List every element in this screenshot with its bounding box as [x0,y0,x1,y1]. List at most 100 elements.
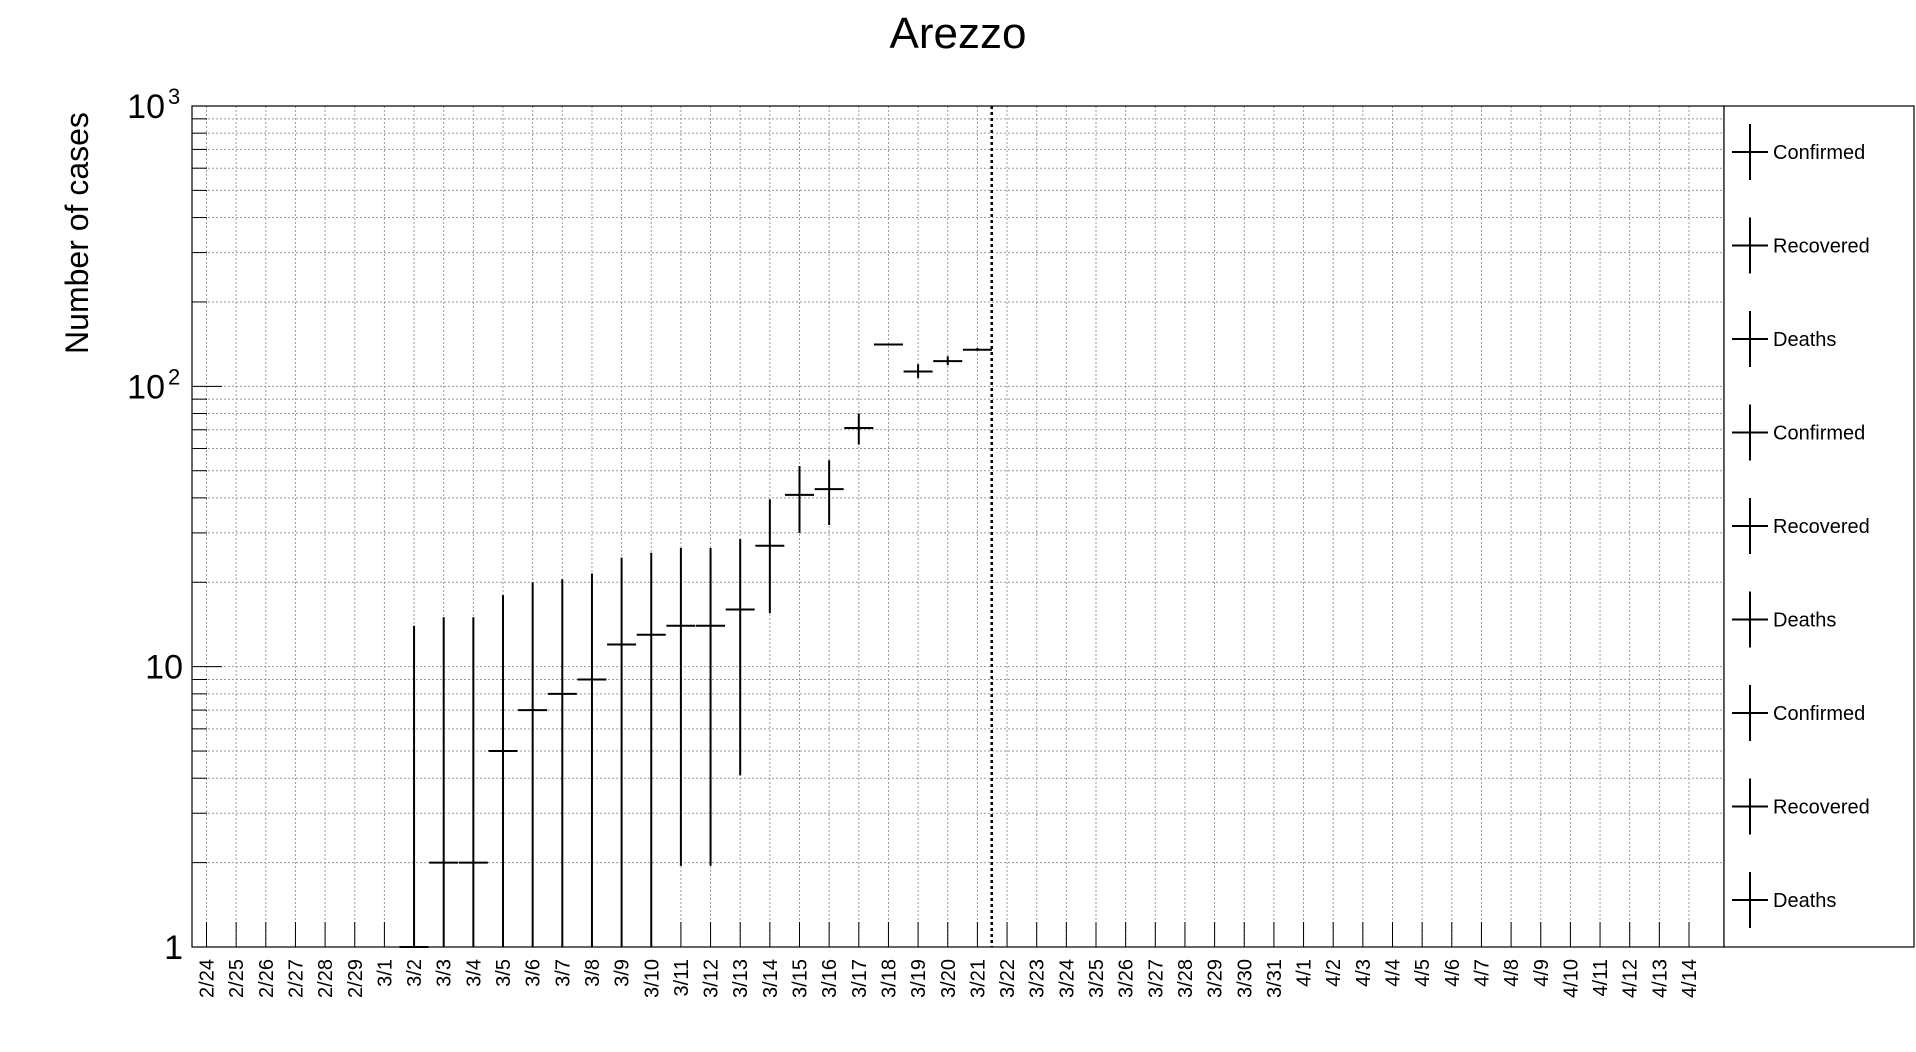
x-tick-label: 3/23 [1027,959,1049,998]
x-tick-label: 2/26 [256,959,278,998]
x-tick-label: 2/27 [285,959,307,998]
legend: Confirmed Recovered Deaths Confirmed Recover… [1732,124,1870,928]
legend-item: Deaths [1732,872,1836,928]
x-tick-label: 3/24 [1056,959,1078,998]
x-tick-label: 4/11 [1590,959,1612,996]
x-tick-label: 3/27 [1145,959,1167,998]
x-tick-label: 3/1 [374,959,396,987]
x-tick-label: 3/4 [463,959,485,987]
data-point [666,548,696,866]
x-tick-label: 4/8 [1501,959,1523,987]
data-point [933,356,963,366]
legend-item: Confirmed [1732,404,1865,461]
legend-label: Recovered [1773,236,1870,258]
x-tick-label: 3/30 [1234,959,1256,998]
x-tick-label: 3/29 [1205,959,1227,998]
x-axis: 2/24 2/25 2/26 2/27 2/28 2/29 3/1 3/2 3/3 3/4 3/5 3… [197,922,1701,998]
x-tick-label: 3/14 [760,959,782,998]
x-tick-label: 4/9 [1531,959,1553,987]
data-point [696,548,726,866]
x-tick-label: 3/31 [1264,959,1286,998]
x-tick-label: 2/25 [226,959,248,998]
y-tick-label: 1 [164,929,183,967]
x-tick-label: 3/3 [434,959,456,987]
x-tick-label: 4/14 [1679,959,1701,998]
legend-item: Deaths [1732,311,1836,367]
x-tick-label: 3/28 [1175,959,1197,998]
legend-item: Recovered [1732,778,1870,835]
x-tick-label: 3/26 [1116,959,1138,998]
x-tick-label: 2/29 [345,959,367,998]
data-point [755,499,785,614]
grid [192,106,1724,947]
data-point [785,465,814,533]
y-tick-label: 10 [127,88,165,126]
data-point [547,579,577,947]
data-point [488,595,518,947]
y-axis-label: Number of cases [59,112,95,354]
x-tick-label: 3/15 [790,959,812,998]
data-point [429,617,459,947]
data-point [399,625,429,948]
data-marks [399,343,992,948]
data-point [577,573,607,947]
data-point [518,582,548,947]
x-tick-label: 3/7 [552,959,574,987]
x-tick-label: 4/13 [1649,959,1671,998]
x-tick-label: 4/3 [1353,959,1375,987]
x-tick-label: 3/6 [523,959,545,987]
x-tick-label: 3/11 [671,959,693,996]
x-tick-label: 3/18 [878,959,900,998]
x-tick-label: 3/12 [701,959,723,998]
legend-label: Deaths [1773,610,1836,632]
x-tick-label: 3/9 [612,959,634,987]
x-tick-label: 4/10 [1560,959,1582,998]
x-tick-label: 2/28 [315,959,337,998]
legend-label: Confirmed [1773,703,1865,725]
x-tick-label: 3/22 [997,959,1019,998]
legend-label: Deaths [1773,890,1836,912]
y-tick-label-exponent: 2 [168,364,180,389]
x-tick-label: 4/1 [1294,959,1316,987]
legend-item: Deaths [1732,591,1836,648]
data-point [962,348,992,351]
x-tick-label: 3/19 [908,959,930,998]
legend-item: Recovered [1732,498,1870,554]
x-tick-label: 4/5 [1412,959,1434,987]
x-tick-label: 3/16 [819,959,841,998]
x-tick-label: 4/12 [1620,959,1642,998]
chart-title: Arezzo [890,9,1027,58]
x-tick-label: 3/17 [849,959,871,998]
x-tick-label: 3/8 [582,959,604,987]
legend-item: Confirmed [1732,685,1865,741]
legend-label: Confirmed [1773,423,1865,445]
legend-item: Confirmed [1732,124,1865,180]
plot-frame [191,105,1725,948]
y-tick-label: 10 [145,649,183,687]
x-tick-label: 2/24 [197,959,219,998]
data-point [814,460,844,526]
x-tick-label: 3/13 [730,959,752,998]
x-tick-label: 3/10 [641,959,663,998]
x-tick-label: 4/7 [1471,959,1493,987]
legend-label: Deaths [1773,329,1836,351]
legend-label: Confirmed [1773,142,1865,164]
legend-item: Recovered [1732,217,1870,274]
x-tick-label: 4/2 [1323,959,1345,987]
x-tick-label: 4/4 [1383,959,1405,987]
data-point [636,552,666,947]
legend-label: Recovered [1773,797,1870,819]
data-point [458,617,488,947]
x-tick-label: 3/5 [493,959,515,987]
y-tick-label-exponent: 3 [168,84,180,109]
x-tick-label: 3/20 [938,959,960,998]
legend-label: Recovered [1773,516,1870,538]
data-point [903,364,933,379]
data-point [844,413,874,445]
x-tick-label: 3/21 [967,959,989,998]
data-point [725,539,755,776]
data-point [607,557,637,947]
y-tick-label: 10 [127,368,165,406]
